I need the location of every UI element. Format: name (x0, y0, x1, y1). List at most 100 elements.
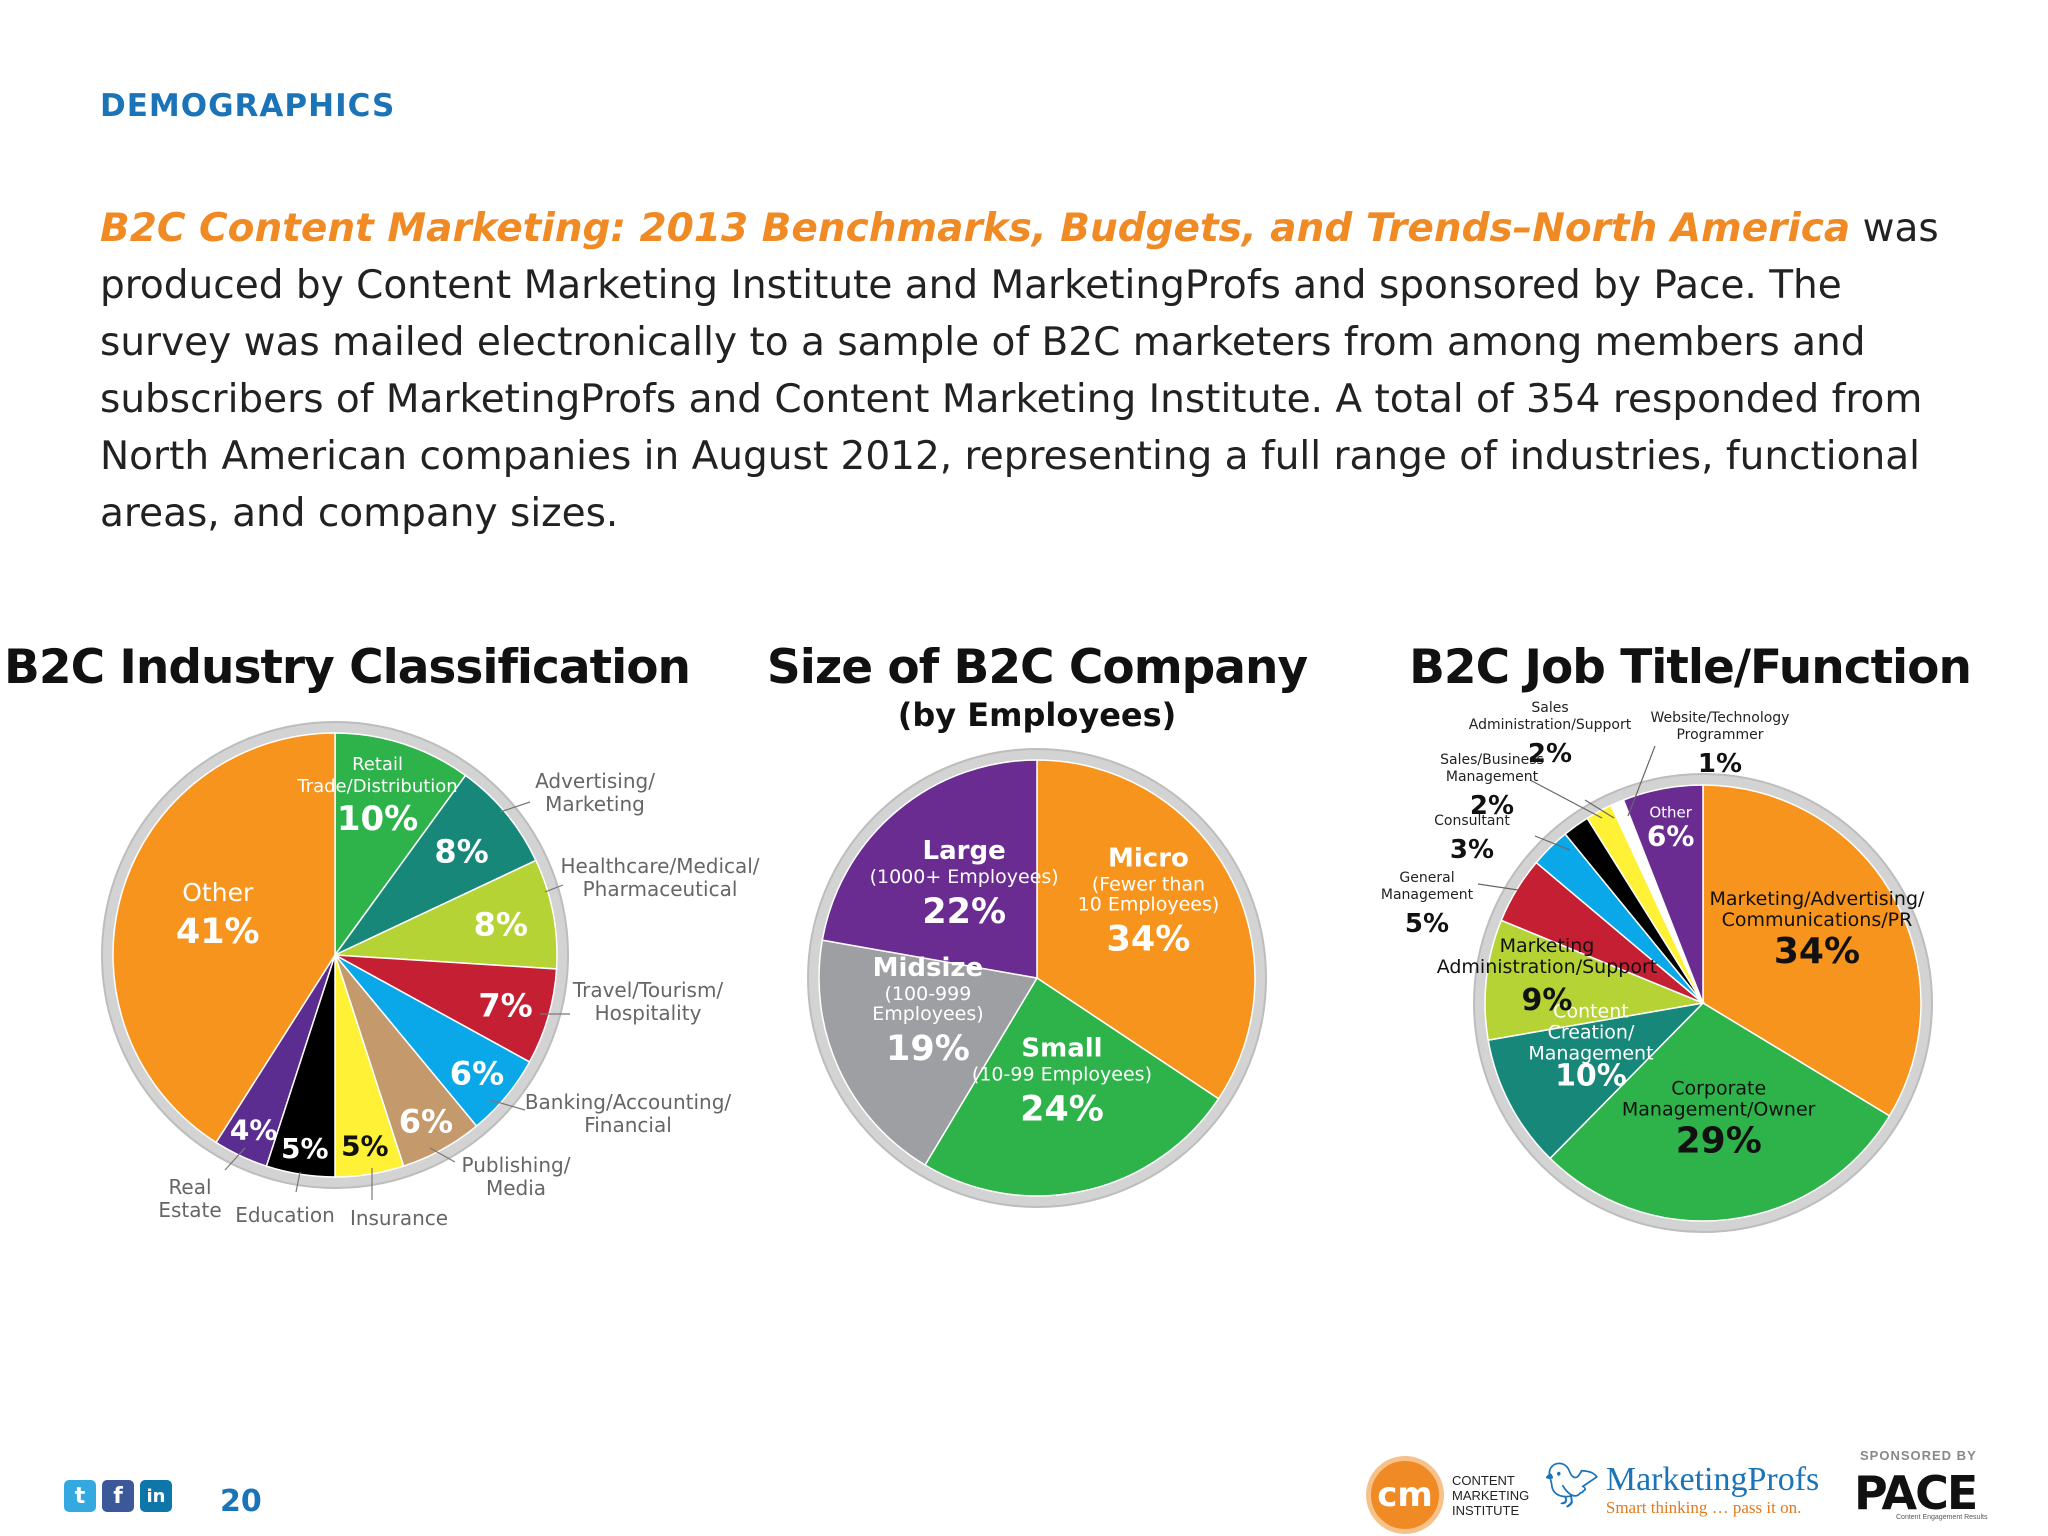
pie-slice (112, 732, 336, 1144)
slice-value: 2% (1470, 791, 1514, 821)
intro-body: was produced by Content Marketing Instit… (100, 206, 1939, 536)
slice-label: Management/Owner (1622, 1098, 1816, 1120)
slice-sublabel: (1000+ Employees) (870, 866, 1059, 888)
leader-line (489, 1099, 526, 1111)
leader-line (1627, 745, 1656, 817)
slice-label: Communications/PR (1722, 909, 1913, 931)
pie-slice (1622, 784, 1704, 1004)
slice-value: 22% (922, 892, 1006, 932)
slice-external-label: Healthcare/Medical/ (560, 854, 759, 878)
slice-value: 7% (478, 987, 532, 1025)
slice-external-label: Banking/Accounting/ (525, 1090, 732, 1114)
slice-sublabel: (100-999 (885, 983, 972, 1005)
slice-value: 4% (230, 1114, 278, 1147)
slice-value: 5% (281, 1132, 329, 1165)
slice-label: Content (1553, 1001, 1629, 1023)
pie-slice (334, 774, 537, 956)
slice-external-label: Programmer (1676, 727, 1763, 743)
slice-value: 3% (1450, 835, 1494, 865)
slice-value: 2% (1528, 739, 1572, 769)
marketingprofs-logo: 🐦︎ MarketingProfs Smart thinking … pass … (1544, 1462, 1819, 1518)
slice-external-label: Education (235, 1203, 335, 1227)
page-number: 20 (220, 1484, 262, 1519)
slice-label: Other (1649, 804, 1692, 822)
pie-slice (334, 732, 467, 958)
slice-value: 6% (399, 1102, 453, 1140)
slice-sublabel: 10 Employees) (1078, 893, 1220, 915)
leader-line (1477, 883, 1519, 891)
slice-value: 34% (1774, 931, 1860, 972)
leader-line (224, 1147, 246, 1171)
pie-slice (818, 939, 1039, 1167)
slice-external-label: Administration/Support (1469, 717, 1632, 733)
leader-line (544, 884, 564, 893)
facebook-icon[interactable]: f (102, 1480, 134, 1512)
slice-external-label: Financial (584, 1113, 672, 1137)
intro-paragraph: B2C Content Marketing: 2013 Benchmarks, … (100, 200, 1950, 542)
slice-label: Small (1021, 1034, 1102, 1064)
report-title: B2C Content Marketing: 2013 Benchmarks, … (100, 206, 1851, 251)
chart-title-job-function: B2C Job Title/Function (1409, 640, 1972, 695)
slice-value: 6% (450, 1054, 504, 1092)
slice-external-label: Travel/Tourism/ (572, 978, 724, 1002)
slice-value: 41% (176, 912, 260, 952)
slice-value: 5% (1405, 909, 1449, 939)
cmi-logo-text: CONTENT MARKETING INSTITUTE (1452, 1472, 1530, 1518)
slice-label: Large (923, 836, 1006, 866)
social-links: t f in (64, 1480, 172, 1512)
slice-external-label: Marketing (545, 792, 645, 816)
slice-external-label: Hospitality (595, 1001, 702, 1025)
slice-label: Administration/Support (1437, 956, 1658, 978)
slice-label: Corporate (1671, 1077, 1766, 1099)
slice-value: 1% (1698, 749, 1742, 779)
slice-sublabel: Employees) (872, 1003, 983, 1025)
slice-external-label: Insurance (350, 1206, 448, 1230)
slice-external-label: Sales (1531, 700, 1568, 716)
slice-external-label: Media (486, 1176, 546, 1200)
marketingprofs-name: MarketingProfs (1605, 1461, 1820, 1498)
cmi-logo-icon: cm (1366, 1456, 1444, 1534)
slice-external-label: Consultant (1434, 813, 1510, 829)
slice-external-label: Sales/Business (1440, 752, 1544, 768)
section-header: DEMOGRAPHICS (100, 88, 396, 124)
slice-label: Creation/ (1548, 1022, 1635, 1044)
slice-external-label: Pharmaceutical (583, 877, 738, 901)
slice-external-label: Website/Technology (1651, 710, 1790, 726)
leader-line (429, 1147, 456, 1163)
slice-external-label: Management (1381, 887, 1474, 903)
slice-value: 34% (1107, 919, 1191, 959)
slice-value: 19% (886, 1029, 970, 1069)
pie-slice (1702, 784, 1922, 1117)
chart-subtitle-company-size: (by Employees) (897, 696, 1177, 734)
slice-external-label: Estate (158, 1198, 221, 1222)
slice-value: 5% (341, 1130, 389, 1163)
slice-sublabel: (10-99 Employees) (972, 1064, 1152, 1086)
pace-logo: PACE (1854, 1466, 1978, 1520)
slice-value: 24% (1020, 1090, 1104, 1130)
twitter-icon[interactable]: t (64, 1480, 96, 1512)
pie-slice (1484, 919, 1706, 1041)
pie-slice (923, 976, 1220, 1197)
slice-label: Other (182, 878, 254, 907)
leader-line (1529, 779, 1603, 819)
linkedin-icon[interactable]: in (140, 1480, 172, 1512)
slice-label: Marketing (1500, 935, 1595, 957)
pie-slice (821, 759, 1038, 979)
slice-label: Trade/Distribution (296, 776, 457, 797)
bird-icon: 🐦︎ (1544, 1461, 1600, 1510)
slice-external-label: Management (1446, 769, 1539, 785)
leader-line (1534, 835, 1571, 851)
chart-title-industry: B2C Industry Classification (4, 640, 691, 695)
slice-external-label: Real (168, 1175, 211, 1199)
sponsor-label: SPONSORED BY (1860, 1448, 1977, 1463)
slice-label: Micro (1108, 843, 1189, 873)
chart-title-company-size: Size of B2C Company (766, 640, 1308, 695)
slice-value: 10% (1555, 1059, 1627, 1094)
marketingprofs-tagline: Smart thinking … pass it on. (1605, 1498, 1802, 1517)
cmi-logo: cm CONTENT MARKETING INSTITUTE (1366, 1456, 1529, 1534)
leader-line (1584, 799, 1615, 819)
leader-line (295, 1171, 301, 1193)
